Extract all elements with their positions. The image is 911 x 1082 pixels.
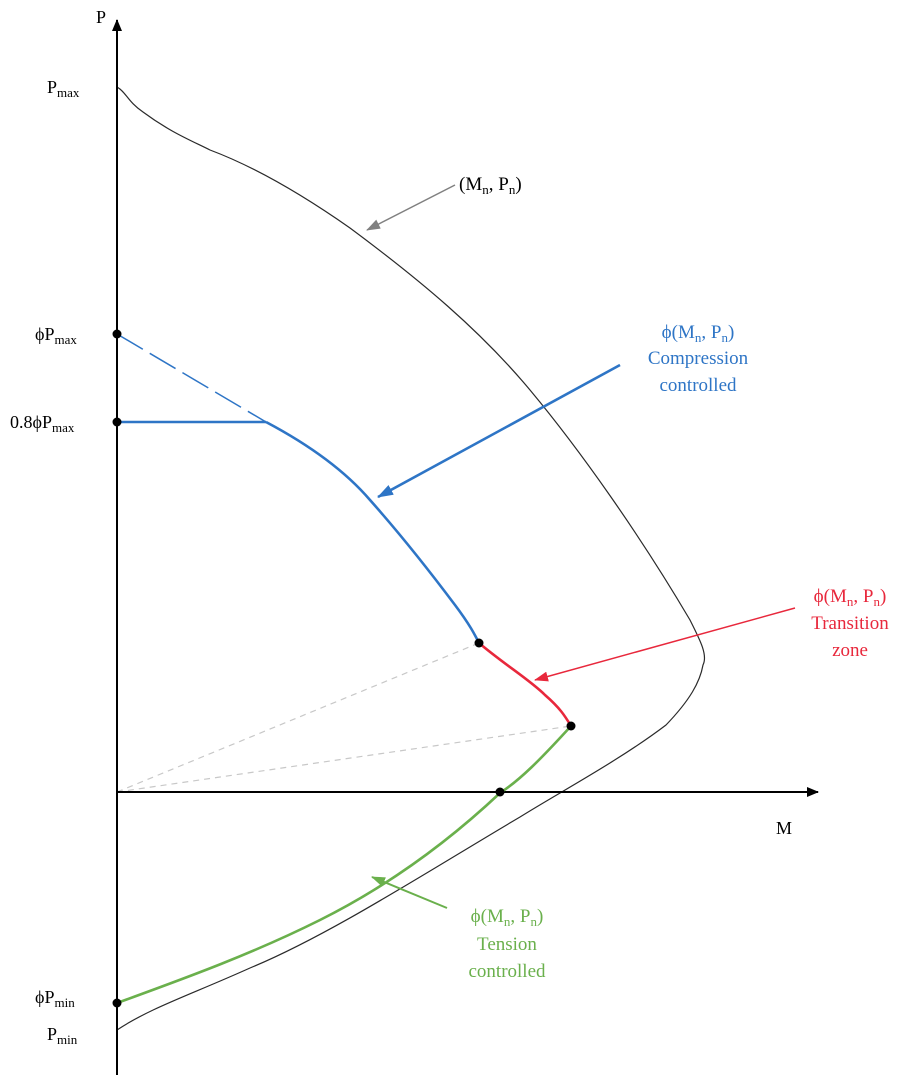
- nominal-annotation: (Mn, Pn): [459, 174, 522, 197]
- point-eight-phi-p-max-point: [112, 417, 122, 427]
- tension-annotation-line3: controlled: [468, 961, 546, 982]
- p-min-label: Pmin: [47, 1024, 78, 1047]
- compression-arrow: [377, 363, 621, 499]
- compression-annotation: ϕ(Mn, Pn) Compression controlled: [648, 322, 749, 396]
- transition-tension-point: [566, 721, 576, 731]
- transition-curve: [478, 642, 573, 727]
- nominal-strength-curve: [116, 86, 706, 1031]
- tension-annotation-symbol: ϕ(Mn, Pn): [471, 906, 544, 929]
- phi-p-min-label: ϕPmin: [35, 987, 75, 1010]
- p-max-label: Pmax: [47, 77, 80, 100]
- tension-curve: [116, 725, 572, 1005]
- tension-arrow: [371, 876, 448, 909]
- guide-line-lower: [116, 725, 572, 793]
- compression-dashed-segment: [116, 333, 267, 423]
- guide-line-upper: [116, 642, 480, 793]
- compression-annotation-line3: controlled: [659, 375, 737, 396]
- tension-annotation: ϕ(Mn, Pn) Tension controlled: [468, 906, 546, 982]
- compression-curve: [265, 420, 481, 644]
- vertical-axis-label: P: [96, 7, 106, 27]
- phi-p-min-point: [112, 998, 122, 1008]
- transition-annotation-line2: Transition: [811, 613, 889, 634]
- horizontal-axis-label: M: [776, 818, 792, 838]
- compression-annotation-symbol: ϕ(Mn, Pn): [662, 322, 735, 345]
- phi-p-max-point: [112, 329, 122, 339]
- axis-crossing-point: [495, 787, 505, 797]
- point-eight-phi-p-max-label: 0.8ϕPmax: [10, 412, 75, 435]
- transition-annotation: ϕ(Mn, Pn) Transition zone: [811, 586, 889, 661]
- compression-transition-point: [474, 638, 484, 648]
- transition-annotation-symbol: ϕ(Mn, Pn): [814, 586, 887, 609]
- tension-annotation-line2: Tension: [477, 934, 537, 955]
- transition-annotation-line3: zone: [832, 640, 868, 661]
- compression-annotation-line2: Compression: [648, 348, 749, 369]
- nominal-arrow: [366, 184, 456, 231]
- phi-p-max-label: ϕPmax: [35, 324, 77, 347]
- transition-arrow: [534, 607, 796, 682]
